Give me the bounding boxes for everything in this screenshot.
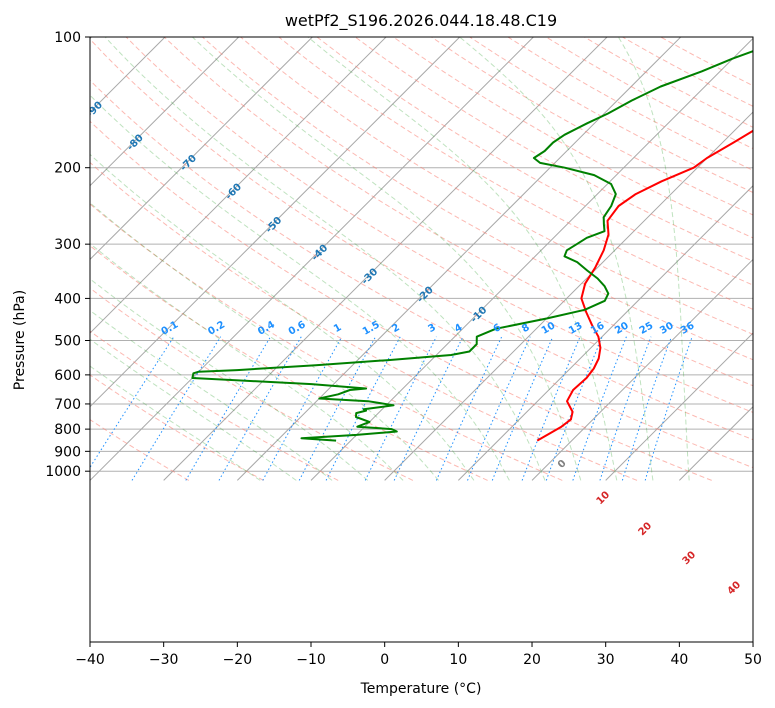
mixing-ratio-line [491,336,554,481]
moist-adiabat-line [90,153,475,481]
y-tick-label: 700 [54,397,81,413]
moist-adiabat-line [192,37,582,481]
mixing-ratio-line [393,336,464,481]
moist-adiabat-line [307,37,618,481]
mixing-ratio-line [599,336,652,481]
x-tick-label: −30 [149,652,179,668]
y-axis-label: Pressure (hPa) [12,290,28,390]
x-tick-label: 10 [449,652,467,668]
mixing-ratio-label: 1 [332,322,344,335]
x-tick-label: 30 [597,652,615,668]
dry-adiabat-line [163,37,753,387]
mixing-ratio-label: 6 [492,322,504,335]
y-tick-label: 1000 [45,464,81,480]
x-tick-label: 0 [380,652,389,668]
isotherm-line [90,37,534,481]
mixing-ratio-line [90,336,175,469]
y-tick-label: 100 [54,30,81,46]
moist-adiabat-line [90,338,297,481]
dry-adiabat-line [354,37,753,262]
mixing-ratio-label: 8 [520,322,532,335]
dry-adiabat-line [90,203,563,481]
y-tick-label: 300 [54,237,81,253]
isotherm-line [457,185,753,481]
mixing-ratio-line [218,336,302,481]
mixing-ratio-line [131,336,222,481]
x-axis-label: Temperature (°C) [360,681,482,697]
dry-adiabat-line [202,37,753,361]
mixing-ratio-line [621,336,672,481]
dry-adiabat-line [90,120,712,481]
plot-area [90,37,753,642]
moist-adiabat-line [90,202,439,481]
mixing-ratio-label: 4 [453,322,465,335]
dry-adiabat-line [90,330,339,481]
dry-adiabat-line [90,38,753,441]
y-tick-label: 600 [54,368,81,384]
dry-adiabat-line [278,37,753,310]
isotherm-line [90,37,387,334]
isotherm-line [384,111,753,481]
temperature-profile-line [536,129,753,442]
y-tick-label: 500 [54,333,81,349]
x-tick-label: −40 [75,652,105,668]
dry-adiabat-line [90,245,488,481]
moist-adiabat-line [90,242,404,481]
y-tick-label: 400 [54,291,81,307]
mixing-ratio-label: 3 [426,322,438,335]
x-tick-label: 50 [744,652,762,668]
isotherm-line [605,332,753,481]
moist-adiabat-line [617,37,690,481]
y-tick-label: 900 [54,444,81,460]
y-tick-label: 800 [54,422,81,438]
isotherm-line [90,37,313,261]
plot-frame [89,36,754,643]
moist-adiabat-line [104,37,546,481]
chart-title: wetPf2_S196.2026.044.18.48.C19 [285,11,557,31]
moist-adiabat-line [459,37,654,481]
x-tick-label: −10 [296,652,326,668]
moist-adiabat-line [90,309,333,481]
x-tick-label: 20 [523,652,541,668]
isotherm-line [163,37,608,481]
mixing-ratio-line [364,336,437,481]
mixing-ratio-line [644,336,693,481]
x-tick-label: −20 [223,652,253,668]
dry-adiabat-line [90,79,753,469]
dry-adiabat-line [90,418,190,481]
mixing-ratio-line [298,336,377,481]
moist-adiabat-line [90,94,510,481]
moist-adiabat-line [90,278,369,481]
mixing-ratio-line [467,336,531,481]
mixing-ratio-label: 2 [390,322,402,335]
y-tick-label: 200 [54,161,81,177]
isotherm-line [90,37,166,113]
isotherm-line [236,37,682,481]
mixing-ratio-line [325,336,401,481]
x-tick-label: 40 [670,652,688,668]
dry-adiabat-line [240,37,753,335]
dewpoint-profile-line [191,50,753,442]
moist-adiabat-line [90,365,261,481]
dry-adiabat-line [125,37,753,413]
